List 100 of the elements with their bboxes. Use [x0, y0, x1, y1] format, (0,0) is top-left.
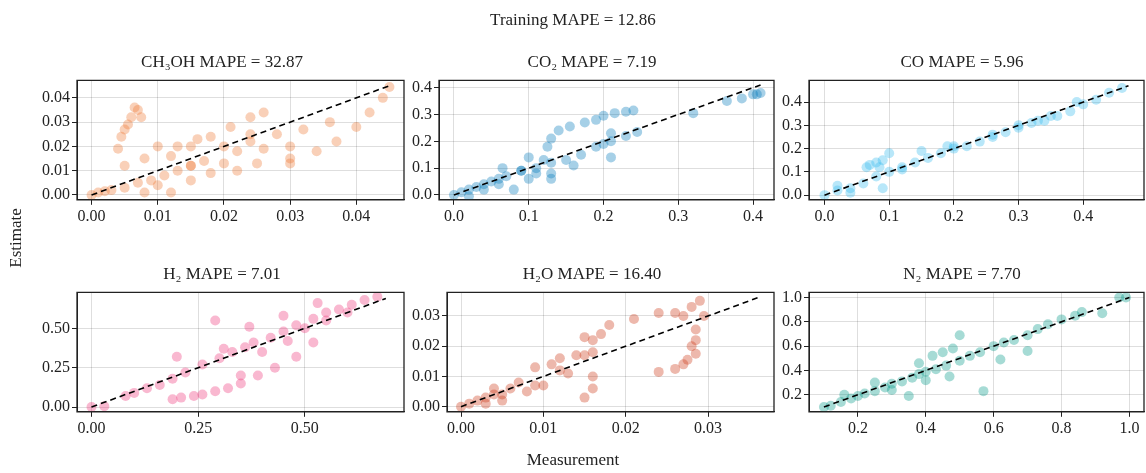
y-tick-label: 0.8 — [782, 312, 802, 330]
point — [1097, 308, 1108, 319]
x-tick-label: 0.4 — [1073, 206, 1094, 224]
point — [119, 160, 130, 171]
point — [308, 313, 319, 324]
point — [1022, 346, 1033, 357]
point — [721, 96, 732, 107]
point — [563, 368, 574, 379]
y-tick-label: 0.4 — [412, 77, 432, 95]
point — [690, 324, 701, 335]
point — [884, 148, 895, 159]
point — [628, 314, 639, 324]
x-tick-label: 0.4 — [743, 206, 764, 224]
point — [244, 321, 255, 332]
point — [538, 155, 549, 166]
point — [185, 175, 196, 186]
y-tick-label: 0.02 — [42, 136, 70, 154]
point — [480, 398, 491, 409]
point — [493, 179, 504, 190]
point — [488, 383, 499, 394]
point — [218, 158, 229, 169]
point — [605, 128, 616, 139]
point — [521, 386, 532, 397]
point — [886, 384, 897, 395]
point — [188, 391, 199, 402]
point — [508, 184, 519, 195]
point — [927, 350, 938, 361]
y-axis-title: Estimate — [5, 208, 26, 268]
point — [139, 187, 150, 198]
y-tick-label: 0.2 — [412, 131, 432, 149]
point — [546, 133, 557, 144]
point — [546, 168, 557, 179]
point — [903, 390, 914, 401]
point — [530, 362, 541, 373]
point — [587, 383, 598, 394]
point — [139, 153, 150, 164]
point — [571, 350, 582, 361]
point — [1121, 292, 1132, 303]
x-tick-label: 0.6 — [983, 418, 1004, 436]
x-tick-label: 0.25 — [184, 418, 213, 436]
y-tick-label: 0.3 — [412, 104, 432, 122]
point — [285, 153, 296, 164]
point — [324, 117, 335, 128]
point — [346, 299, 357, 310]
point — [1091, 94, 1102, 105]
point — [930, 364, 941, 375]
point — [682, 354, 693, 365]
x-tick-label: 0.3 — [668, 206, 689, 224]
point — [166, 151, 176, 162]
point — [678, 310, 689, 321]
point — [579, 117, 590, 128]
point — [523, 173, 534, 184]
point — [877, 183, 888, 194]
point — [252, 370, 263, 381]
point — [531, 168, 542, 179]
point — [690, 348, 701, 359]
point — [205, 131, 216, 142]
point — [351, 122, 362, 132]
point — [604, 320, 615, 331]
x-tick-label: 0.2 — [593, 206, 614, 224]
x-tick-label: 0.2 — [847, 418, 868, 436]
x-tick-label: 0.8 — [1051, 418, 1072, 436]
x-tick-label: 0.02 — [209, 206, 238, 224]
point — [257, 346, 268, 357]
x-tick-label: 0.03 — [276, 206, 305, 224]
point — [199, 155, 210, 166]
point — [312, 298, 323, 309]
x-tick-label: 0.00 — [77, 206, 106, 224]
point — [670, 307, 681, 318]
point — [686, 301, 697, 312]
point — [167, 394, 178, 405]
y-tick-label: 0.2 — [782, 384, 802, 402]
x-tick-label: 0.03 — [694, 418, 723, 436]
point — [152, 180, 163, 191]
point — [136, 112, 147, 123]
x-tick-label: 0.0 — [443, 206, 464, 224]
x-tick-label: 0.50 — [290, 418, 319, 436]
point — [223, 383, 234, 394]
point — [978, 386, 989, 397]
point — [171, 351, 182, 362]
point — [235, 370, 246, 381]
y-tick-label: 0.01 — [412, 366, 440, 384]
point — [913, 358, 924, 369]
point — [258, 107, 269, 118]
point — [546, 359, 557, 370]
y-tick-label: 0.0 — [782, 185, 802, 203]
point — [166, 187, 176, 198]
x-tick-label: 0.04 — [342, 206, 371, 224]
point — [1045, 111, 1056, 122]
point — [210, 315, 221, 326]
point — [176, 392, 187, 403]
y-tick-label: 0.00 — [412, 396, 440, 414]
point — [282, 335, 293, 346]
point — [628, 105, 639, 116]
point — [839, 389, 850, 400]
point — [653, 366, 664, 377]
point — [587, 371, 598, 382]
point — [278, 310, 289, 321]
point — [1032, 115, 1043, 126]
x-tick-label: 0.1 — [518, 206, 539, 224]
